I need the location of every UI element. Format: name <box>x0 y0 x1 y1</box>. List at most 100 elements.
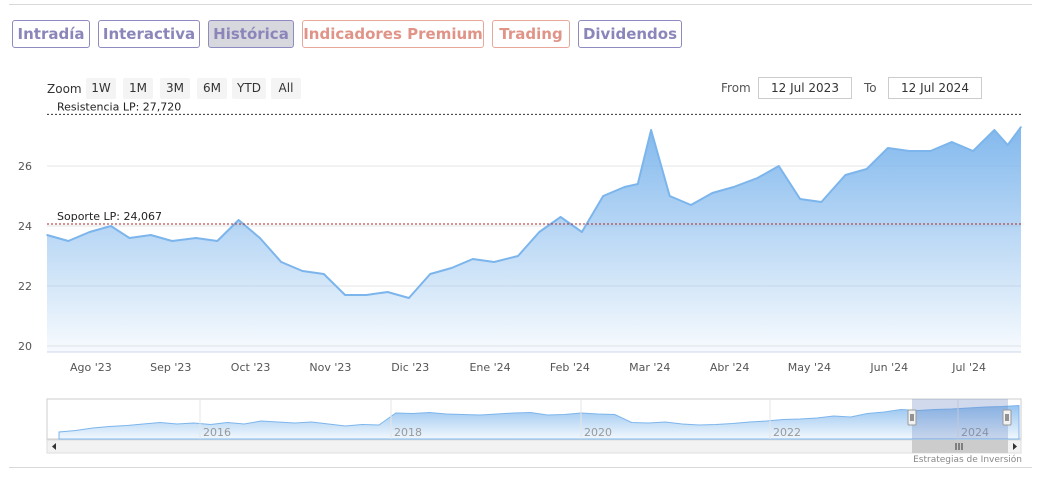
navigator-selection <box>912 399 1008 439</box>
data-point <box>344 294 346 296</box>
navigator[interactable]: 2016 2018 2020 2022 2024 <box>46 398 1022 454</box>
data-point <box>908 150 910 152</box>
data-point <box>887 147 889 149</box>
navigator-tick-label: 2022 <box>773 426 801 439</box>
data-point <box>323 273 325 275</box>
data-point <box>637 183 639 185</box>
to-label: To <box>864 81 877 95</box>
price-line <box>46 126 1022 299</box>
data-point <box>756 177 759 179</box>
scroll-right-icon[interactable] <box>1013 443 1017 450</box>
zoom-label: Zoom <box>47 82 82 96</box>
data-point <box>450 267 453 269</box>
price-area <box>47 127 1021 352</box>
scrollbar-thumb[interactable] <box>912 440 1008 453</box>
x-tick-label: Mar '24 <box>629 361 670 374</box>
y-tick-label: 24 <box>18 220 32 233</box>
x-tick-label: May '24 <box>788 361 831 374</box>
data-point <box>150 234 152 236</box>
x-tick-label: Abr '24 <box>710 361 750 374</box>
data-point <box>237 219 240 221</box>
to-date-input[interactable] <box>888 77 982 99</box>
tab-indicadores-premium[interactable]: Indicadores Premium <box>302 20 484 48</box>
bottom-divider <box>9 467 1032 468</box>
zoom-6m-button[interactable]: 6M <box>197 78 227 99</box>
data-point <box>171 240 173 242</box>
data-point <box>951 141 953 143</box>
data-point <box>559 216 562 218</box>
data-point <box>993 129 996 131</box>
data-point <box>429 273 432 275</box>
zoom-ytd-button[interactable]: YTD <box>232 78 266 99</box>
data-point <box>602 195 604 197</box>
data-point <box>517 255 519 257</box>
scrollbar-track <box>46 439 1022 454</box>
zoom-1w-button[interactable]: 1W <box>86 78 116 99</box>
data-point <box>493 261 495 263</box>
data-point <box>386 291 389 293</box>
navigator-handle[interactable] <box>1002 409 1012 426</box>
data-point <box>581 231 583 233</box>
data-point <box>408 297 410 299</box>
tab-intradia[interactable]: Intradía <box>12 20 90 48</box>
data-point <box>799 198 801 200</box>
y-tick-label: 26 <box>18 160 32 173</box>
x-tick-label: Dic '23 <box>391 361 429 374</box>
data-point <box>301 270 304 272</box>
x-tick-label: Ene '24 <box>469 361 510 374</box>
x-tick-label: Feb '24 <box>550 361 590 374</box>
plot-line-label: Resistencia LP: 27,720 <box>57 100 181 113</box>
tab-trading[interactable]: Trading <box>492 20 570 48</box>
data-point <box>778 165 780 167</box>
navigator-handle[interactable] <box>907 409 917 426</box>
data-point <box>972 150 974 152</box>
navigator-tick-label: 2024 <box>961 426 989 439</box>
axis-layer: 20 22 24 26 Ago '23 Sep '23 Oct '23 Nov '23 Dic … <box>18 160 1021 374</box>
data-point <box>623 186 626 188</box>
navigator-series <box>58 404 1020 440</box>
data-point <box>216 240 219 242</box>
y-tick-label: 20 <box>18 340 32 353</box>
tab-historica[interactable]: Histórica <box>208 20 294 48</box>
x-tick-label: Oct '23 <box>231 361 271 374</box>
tab-interactiva[interactable]: Interactiva <box>98 20 200 48</box>
scroll-left-icon[interactable] <box>52 443 56 450</box>
data-point <box>46 234 48 236</box>
navigator-tick-label: 2018 <box>394 426 422 439</box>
data-point <box>820 201 823 203</box>
data-point <box>365 294 368 296</box>
data-point <box>472 258 474 260</box>
y-tick-label: 22 <box>18 280 32 293</box>
from-label: From <box>721 81 751 95</box>
zoom-1m-button[interactable]: 1M <box>123 78 153 99</box>
data-point <box>865 168 868 170</box>
data-point <box>844 174 847 176</box>
plotline-layer: Resistencia LP: 27,720 Soporte LP: 24,067 <box>47 100 1021 225</box>
data-point <box>650 129 652 131</box>
area-layer <box>46 126 1022 352</box>
chart-credit: Estrategias de Inversión <box>913 455 1022 465</box>
data-point <box>732 186 735 188</box>
navigator-tick-label: 2020 <box>584 426 612 439</box>
data-point <box>128 237 131 239</box>
top-divider <box>9 4 1032 5</box>
zoom-all-button[interactable]: All <box>271 78 301 99</box>
data-point <box>690 204 692 206</box>
data-point <box>668 195 671 197</box>
data-point <box>929 150 932 152</box>
data-point <box>88 231 91 233</box>
data-point <box>259 237 261 239</box>
data-point <box>195 237 197 239</box>
navigator-tick-label: 2016 <box>203 426 231 439</box>
data-point <box>711 192 714 194</box>
zoom-3m-button[interactable]: 3M <box>160 78 190 99</box>
data-point <box>1006 144 1009 146</box>
data-point <box>1020 126 1022 128</box>
plot-line-label: Soporte LP: 24,067 <box>57 210 162 223</box>
x-tick-label: Jul '24 <box>951 361 986 374</box>
data-point <box>110 225 112 227</box>
from-date-input[interactable] <box>758 77 852 99</box>
x-tick-label: Jun '24 <box>869 361 908 374</box>
tab-dividendos[interactable]: Dividendos <box>578 20 682 48</box>
